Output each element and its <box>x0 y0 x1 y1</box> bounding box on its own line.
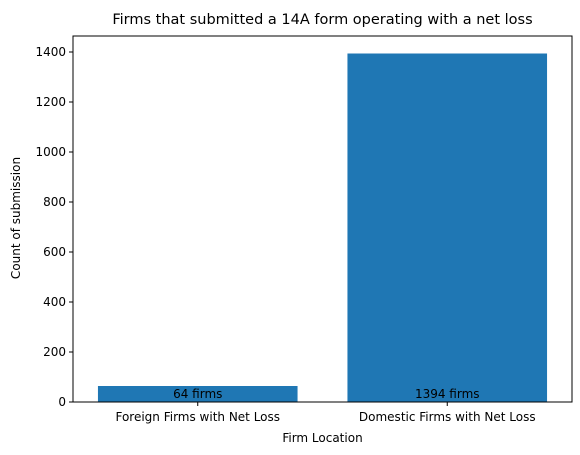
y-tick-label-5: 1000 <box>35 145 66 159</box>
y-tick-label-1: 200 <box>43 345 66 359</box>
bar-1 <box>347 53 548 402</box>
y-tick-label-3: 600 <box>43 245 66 259</box>
chart-title: Firms that submitted a 14A form operatin… <box>112 12 532 28</box>
y-axis-label: Count of submission <box>9 157 23 279</box>
y-tick-label-4: 800 <box>43 195 66 209</box>
bar-0 <box>97 386 298 402</box>
x-axis-label: Firm Location <box>282 431 362 445</box>
axes-frame <box>72 35 573 403</box>
y-tick-label-2: 400 <box>43 295 66 309</box>
y-tick-label-0: 0 <box>58 395 66 409</box>
plot-area: 64 firms Foreign Firms with Net Loss 1394 … <box>35 35 573 424</box>
data-label-0: 64 firms <box>173 387 222 401</box>
data-label-1: 1394 firms <box>415 387 480 401</box>
x-tick-label-1: Domestic Firms with Net Loss <box>359 410 536 424</box>
x-tick-label-0: Foreign Firms with Net Loss <box>115 410 280 424</box>
y-tick-label-7: 1400 <box>35 45 66 59</box>
y-tick-label-6: 1200 <box>35 95 66 109</box>
